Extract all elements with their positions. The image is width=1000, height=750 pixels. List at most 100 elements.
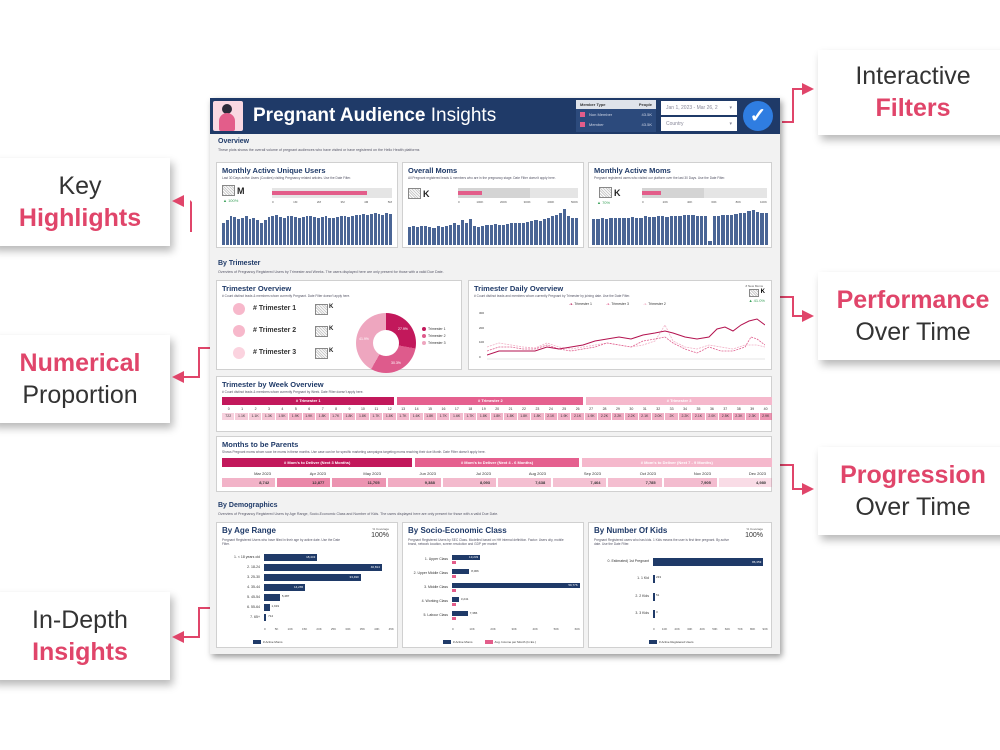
bar xyxy=(477,227,481,245)
card-desc: All Pregnant registered leads & members … xyxy=(408,176,556,180)
week-number: 4 xyxy=(281,407,284,411)
week-number: 13 xyxy=(401,407,406,411)
card-title: Trimester Overview xyxy=(222,284,292,293)
arrow-connector xyxy=(184,376,200,378)
trimester-3-icon xyxy=(233,347,245,359)
category-label: 3. 25-30 xyxy=(247,575,260,579)
month-value-cell: 7,638 xyxy=(498,478,552,487)
section-title-overview: Overview xyxy=(218,138,250,145)
daily-bar-chart xyxy=(592,209,768,245)
arrow-connector xyxy=(792,488,804,490)
section-title-demographics: By Demographics xyxy=(218,502,278,509)
week-number: 19 xyxy=(481,407,486,411)
bar xyxy=(335,216,339,245)
option-label: Non Member xyxy=(589,111,613,117)
kpi-unit: K xyxy=(760,289,765,295)
bar xyxy=(505,224,509,245)
bar xyxy=(436,226,440,245)
member-type-option-non-member[interactable]: Non Member 43.5K xyxy=(576,109,656,119)
qr-value-icon xyxy=(749,289,759,297)
bar-value: 1,919 xyxy=(271,604,280,608)
card-title: Monthly Active Moms xyxy=(594,166,671,175)
bar xyxy=(653,610,655,619)
bar xyxy=(347,216,351,245)
week-value-cell: 2.1K xyxy=(544,413,557,420)
bar xyxy=(428,227,432,245)
bar xyxy=(290,216,294,245)
kpi-label: # New Moms xyxy=(745,284,763,288)
option-value: 43.5K xyxy=(641,121,652,127)
qr-value-icon xyxy=(599,187,612,198)
checkbox-icon[interactable] xyxy=(580,121,585,127)
card-desc: # Count distinct leads & members whom cu… xyxy=(222,390,364,394)
bar xyxy=(389,214,392,245)
card-title: Overall Moms xyxy=(408,166,458,175)
callout-accent-text: Insights xyxy=(32,638,128,666)
category-label: 5. Labour Class xyxy=(423,613,448,617)
bar xyxy=(571,217,575,245)
arrow-connector xyxy=(792,315,804,317)
bar xyxy=(233,216,237,245)
category-label: 2. 2 Kids xyxy=(635,593,649,598)
week-value-cell: 2.0K xyxy=(652,413,665,420)
category-label: 1. Upper Class xyxy=(424,557,448,561)
checkbox-icon[interactable] xyxy=(580,111,585,117)
week-number: 21 xyxy=(508,407,513,411)
qr-value-icon xyxy=(408,188,421,199)
bar xyxy=(699,216,704,245)
line-legend: -●- Trimester 1 -●- Trimester 3 -●- Trim… xyxy=(569,302,666,306)
bar xyxy=(244,216,248,245)
bar-value: 51 xyxy=(656,592,660,597)
date-range-filter[interactable]: Jan 1, 2023 - Mar 26, 2 ▾ xyxy=(661,101,737,115)
bar xyxy=(275,215,278,245)
week-number: 3 xyxy=(268,407,270,411)
week-value-cell: 1.1K xyxy=(235,413,248,420)
bar xyxy=(351,216,354,245)
category-label: 1. 1 Kid xyxy=(637,576,649,581)
bar xyxy=(237,219,240,245)
bar xyxy=(282,217,286,245)
bar xyxy=(734,214,738,245)
donut-legend: Trimester 1 Trimester 2 Trimester 3 xyxy=(422,326,446,347)
bar xyxy=(416,227,420,245)
week-number: 39 xyxy=(750,407,755,411)
arrow-head-icon xyxy=(802,310,814,322)
week-number: 28 xyxy=(602,407,607,411)
bar xyxy=(712,216,717,245)
bar xyxy=(691,215,695,245)
donut-label: 27.9% xyxy=(398,327,408,331)
week-value-cell: 1.8K xyxy=(316,413,329,420)
bar xyxy=(373,213,377,245)
bar xyxy=(286,216,290,245)
option-value: 43.5K xyxy=(641,111,652,117)
month-label: May 2023 xyxy=(363,471,381,476)
week-value-cell: 722 xyxy=(222,413,235,420)
bar xyxy=(755,211,760,245)
title-bold: Pregnant Audience xyxy=(253,105,426,126)
bar xyxy=(294,216,297,245)
month-value-cell: 8,742 xyxy=(222,478,276,487)
member-type-filter[interactable]: Member Type People Non Member 43.5K Member… xyxy=(576,100,656,132)
income-bar xyxy=(452,603,456,606)
section-desc-demographics: Overview of Pregnancy Registered Users b… xyxy=(218,512,499,516)
card-desc: Pregnant registered users who visited ou… xyxy=(594,176,726,180)
month-label: Oct 2023 xyxy=(639,471,656,476)
coverage-label: % Coverage xyxy=(372,527,389,531)
bar xyxy=(381,214,385,245)
daily-bar-chart xyxy=(408,209,579,245)
bar xyxy=(263,219,267,245)
x-axis-ticks: 0 5K 10K 15K 20K 25K 30K 35K 40K 45K xyxy=(264,627,394,631)
bar xyxy=(600,218,604,245)
bar xyxy=(609,218,613,245)
member-type-option-member[interactable]: Member 43.5K xyxy=(576,119,656,129)
bar xyxy=(366,214,370,245)
bar xyxy=(354,215,358,245)
title-light: Insights xyxy=(430,105,497,126)
bar xyxy=(518,222,522,245)
band-next-3-months: # Mom's to Deliver (Next 3 Months) xyxy=(222,458,413,467)
country-filter[interactable]: Country ▾ xyxy=(661,117,737,131)
week-number: 6 xyxy=(308,407,311,411)
kpi-growth: ▲ 100% xyxy=(223,198,239,203)
bar xyxy=(432,227,436,245)
bullet-ticks: 0 1M 2M 3M 4M 5M xyxy=(272,200,392,204)
